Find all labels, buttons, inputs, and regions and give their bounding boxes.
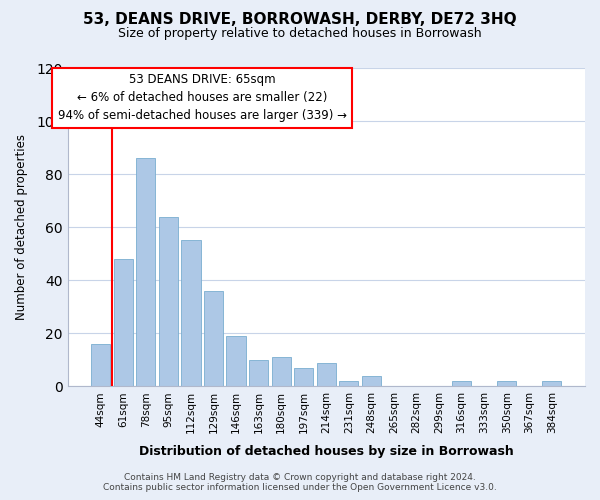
Bar (294, 368, 313, 386)
Text: 53, DEANS DRIVE, BORROWASH, DERBY, DE72 3HQ: 53, DEANS DRIVE, BORROWASH, DERBY, DE72 … (83, 12, 517, 28)
Bar (181, 240, 200, 386)
Text: 53 DEANS DRIVE: 65sqm
← 6% of detached houses are smaller (22)
94% of semi-detac: 53 DEANS DRIVE: 65sqm ← 6% of detached h… (58, 74, 347, 122)
Text: Size of property relative to detached houses in Borrowash: Size of property relative to detached ho… (118, 28, 482, 40)
Bar (452, 381, 471, 386)
X-axis label: Distribution of detached houses by size in Borrowash: Distribution of detached houses by size … (139, 444, 514, 458)
Text: Contains HM Land Registry data © Crown copyright and database right 2024.
Contai: Contains HM Land Registry data © Crown c… (103, 473, 497, 492)
Bar (159, 216, 178, 386)
Bar (226, 336, 245, 386)
Bar (249, 360, 268, 386)
Bar (497, 381, 517, 386)
Bar (113, 259, 133, 386)
Bar (339, 381, 358, 386)
Bar (136, 158, 155, 386)
Bar (362, 376, 381, 386)
Bar (317, 362, 336, 386)
Bar (542, 381, 562, 386)
Bar (91, 344, 110, 387)
Bar (204, 291, 223, 386)
Bar (272, 357, 291, 386)
Y-axis label: Number of detached properties: Number of detached properties (15, 134, 28, 320)
